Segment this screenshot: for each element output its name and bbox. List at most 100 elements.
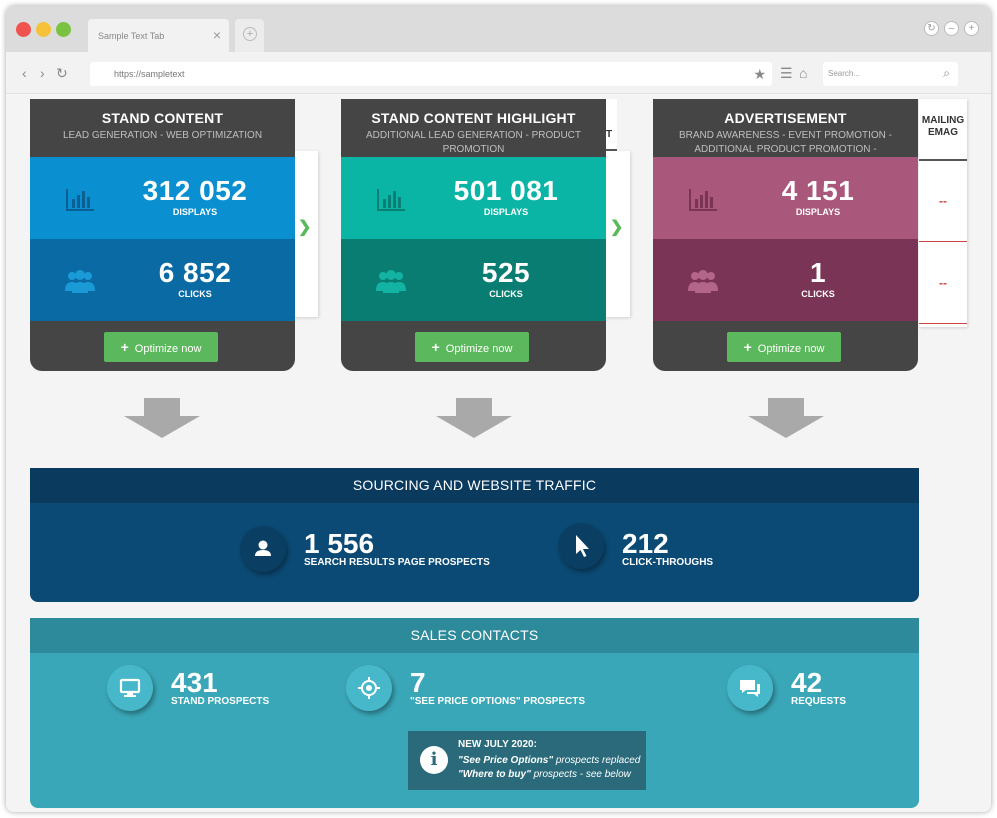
card-title: STAND CONTENT: [101, 110, 224, 126]
bar-chart-icon: [689, 189, 717, 211]
notice-line-1-emphasis: "See Price Options": [458, 755, 554, 766]
card-header: ADVERTISEMENT BRAND AWARENESS - EVENT PR…: [653, 99, 918, 169]
clicks-value: 6 852: [158, 257, 232, 288]
plus-icon: +: [120, 339, 129, 355]
menu-icon[interactable]: ☰: [780, 65, 793, 81]
refresh-window-icon[interactable]: ↻: [924, 21, 939, 36]
clicks-metric: 525 CLICKS: [341, 239, 606, 321]
card-subtitle: LEAD GENERATION - WEB OPTIMIZATION: [62, 130, 263, 141]
info-icon: i: [420, 746, 448, 774]
address-bar[interactable]: https://sampletext ★: [90, 62, 772, 86]
tab-close-icon[interactable]: ×: [212, 27, 221, 43]
maximize-window-button[interactable]: [56, 22, 71, 37]
click-throughs-value: 212: [622, 528, 669, 559]
displays-label: DISPLAYS: [795, 207, 841, 217]
notice-line-1-text: prospects replaced: [553, 755, 641, 766]
displays-value: 312 052: [142, 175, 248, 206]
add-icon[interactable]: +: [964, 21, 979, 36]
mailing-emag-column: MAILING EMAG -- --: [919, 99, 967, 327]
cutoff-header: T: [605, 99, 617, 151]
users-icon: [376, 270, 406, 293]
sales-contacts-section: SALES CONTACTS 431 STAND PROSPECTS 7 "SE…: [30, 618, 919, 808]
metric-card: STAND CONTENT HIGHLIGHT ADDITIONAL LEAD …: [341, 99, 606, 371]
close-window-button[interactable]: [16, 22, 31, 37]
target-icon: [346, 665, 392, 711]
search-prospects-label: SEARCH RESULTS PAGE PROSPECTS: [304, 557, 490, 568]
minimize-icon[interactable]: –: [944, 21, 959, 36]
card-header: STAND CONTENT LEAD GENERATION - WEB OPTI…: [30, 99, 295, 157]
notice-title: NEW JULY 2020:: [458, 739, 537, 750]
card-footer: + Optimize now: [30, 321, 295, 371]
requests-value: 42: [791, 667, 823, 698]
card-footer: + Optimize now: [341, 321, 606, 371]
search-prospects-value: 1 556: [304, 528, 375, 559]
chevron-right-icon[interactable]: ❯: [610, 219, 624, 236]
sales-contacts-body: 431 STAND PROSPECTS 7 "SEE PRICE OPTIONS…: [30, 653, 919, 808]
sourcing-section: SOURCING AND WEBSITE TRAFFIC 1 556 SEARC…: [30, 468, 919, 602]
clicks-label: CLICKS: [489, 289, 523, 299]
chevron-right-icon[interactable]: ❯: [298, 219, 312, 236]
requests-label: REQUESTS: [791, 696, 847, 707]
tab-bar: Sample Text Tab × + ↻ – +: [6, 6, 991, 53]
optimize-now-label: Optimize now: [757, 343, 825, 355]
sourcing-body: 1 556 SEARCH RESULTS PAGE PROSPECTS 212 …: [30, 503, 919, 602]
displays-label: DISPLAYS: [483, 207, 529, 217]
chat-icon: [727, 665, 773, 711]
cutoff-header-text: T: [606, 129, 613, 140]
star-icon[interactable]: ★: [753, 66, 766, 82]
clicks-label: CLICKS: [178, 289, 212, 299]
notice-line-2-emphasis: "Where to buy": [458, 769, 531, 780]
price-options-prospects-label: "SEE PRICE OPTIONS" PROSPECTS: [410, 696, 586, 707]
down-arrow-icon: [124, 398, 200, 438]
url-text: https://sampletext: [114, 69, 185, 79]
optimize-now-button[interactable]: + Optimize now: [415, 332, 529, 362]
displays-metric: 4 151 DISPLAYS: [653, 157, 918, 239]
search-input[interactable]: Search... ⌕: [823, 62, 958, 86]
optimize-now-label: Optimize now: [445, 343, 513, 355]
displays-value: 4 151: [781, 175, 855, 206]
clicks-label: CLICKS: [801, 289, 835, 299]
home-icon[interactable]: ⌂: [799, 65, 808, 81]
cursor-icon: [558, 523, 604, 569]
monitor-icon: [107, 665, 153, 711]
notice-line-2-text: prospects - see below: [530, 769, 631, 780]
stand-prospects-value: 431: [171, 667, 218, 698]
card-side-panel: ❯: [293, 151, 318, 317]
card-title: STAND CONTENT HIGHLIGHT: [371, 110, 576, 126]
minimize-window-button[interactable]: [36, 22, 51, 37]
mailing-displays-value: --: [939, 194, 947, 208]
displays-metric: 501 081 DISPLAYS: [341, 157, 606, 239]
reload-icon[interactable]: ↻: [56, 65, 68, 81]
new-tab-button[interactable]: +: [235, 19, 264, 53]
mailing-clicks-value: --: [939, 276, 947, 290]
down-arrow-icon: [748, 398, 824, 438]
bar-chart-icon: [377, 189, 405, 211]
sales-contacts-title: SALES CONTACTS: [30, 618, 919, 653]
divider: [919, 323, 967, 324]
card-header: STAND CONTENT HIGHLIGHT ADDITIONAL LEAD …: [341, 99, 606, 157]
divider: [919, 159, 967, 161]
browser-tab[interactable]: Sample Text Tab ×: [88, 19, 229, 53]
price-options-prospects-value: 7: [410, 667, 426, 698]
displays-value: 501 081: [453, 175, 559, 206]
bar-chart-icon: [66, 189, 94, 211]
metric-card: ADVERTISEMENT BRAND AWARENESS - EVENT PR…: [653, 99, 918, 371]
displays-label: DISPLAYS: [172, 207, 218, 217]
card-footer: + Optimize now: [653, 321, 918, 371]
down-arrow-icon: [436, 398, 512, 438]
sourcing-title: SOURCING AND WEBSITE TRAFFIC: [30, 468, 919, 503]
optimize-now-button[interactable]: + Optimize now: [727, 332, 841, 362]
back-icon[interactable]: ‹: [22, 65, 27, 81]
clicks-value: 525: [481, 257, 531, 288]
notice-box: i NEW JULY 2020: "See Price Options" pro…: [408, 731, 646, 790]
card-title: ADVERTISEMENT: [724, 110, 847, 126]
optimize-now-button[interactable]: + Optimize now: [104, 332, 218, 362]
plus-icon: +: [243, 27, 257, 41]
metric-card: STAND CONTENT LEAD GENERATION - WEB OPTI…: [30, 99, 295, 371]
divider: [919, 241, 967, 242]
stand-prospects-label: STAND PROSPECTS: [171, 696, 270, 707]
user-icon: [240, 526, 286, 572]
click-throughs-label: CLICK-THROUGHS: [622, 557, 714, 568]
forward-icon[interactable]: ›: [40, 65, 45, 81]
search-icon: ⌕: [943, 66, 950, 80]
